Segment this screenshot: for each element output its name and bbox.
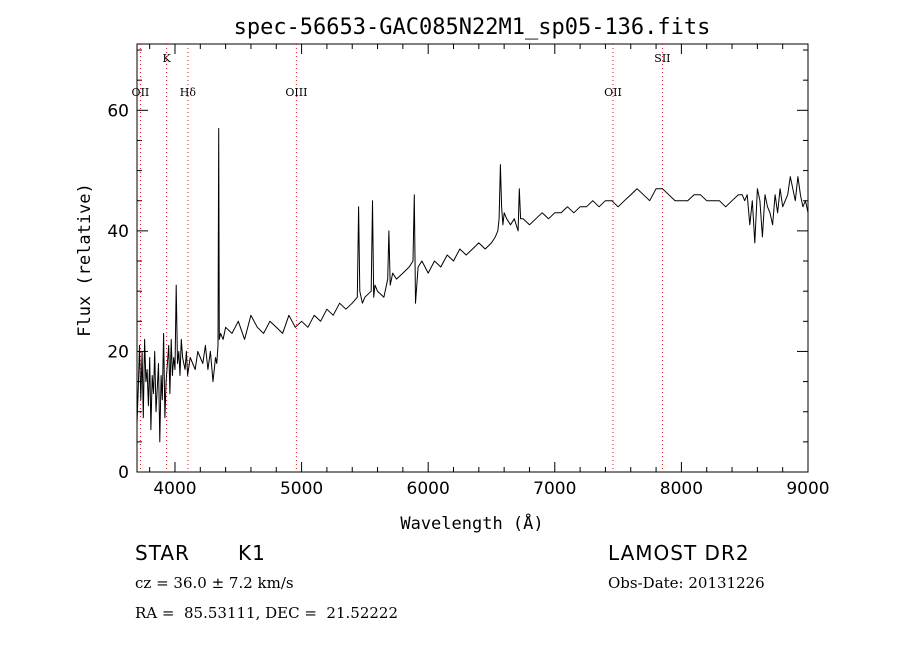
spectral-line-label: OII — [132, 86, 150, 99]
x-tick-label: 6000 — [407, 479, 450, 499]
spectral-line-label: OII — [604, 86, 622, 99]
spectrum-line — [136, 127, 809, 443]
y-tick-label: 60 — [107, 101, 129, 121]
spectral-line-label: Hδ — [180, 86, 197, 99]
x-tick-label: 4000 — [153, 479, 196, 499]
object-subclass: K1 — [238, 541, 266, 565]
x-tick-label: 7000 — [533, 479, 576, 499]
y-tick-label: 0 — [118, 463, 129, 483]
spectral-line-label: SII — [654, 52, 670, 65]
coordinates: RA = 85.53111, DEC = 21.52222 — [135, 604, 399, 622]
survey-name: LAMOST DR2 — [608, 541, 750, 565]
y-tick-label: 40 — [107, 222, 129, 242]
x-axis-label: Wavelength (Å) — [400, 512, 543, 534]
obs-date: Obs-Date: 20131226 — [608, 574, 765, 592]
spectral-line-label: OIII — [285, 86, 307, 99]
chart-title: spec-56653-GAC085N22M1_sp05-136.fits — [234, 15, 711, 40]
x-tick-label: 9000 — [786, 479, 829, 499]
plot-frame — [136, 43, 809, 473]
y-axis-label: Flux (relative) — [75, 183, 95, 337]
spectral-line-label: K — [163, 52, 172, 65]
redshift-readout: cz = 36.0 ± 7.2 km/s — [135, 574, 294, 592]
x-tick-label: 8000 — [660, 479, 703, 499]
x-tick-label: 5000 — [280, 479, 323, 499]
y-tick-label: 20 — [107, 342, 129, 362]
object-class: STAR — [135, 541, 190, 565]
